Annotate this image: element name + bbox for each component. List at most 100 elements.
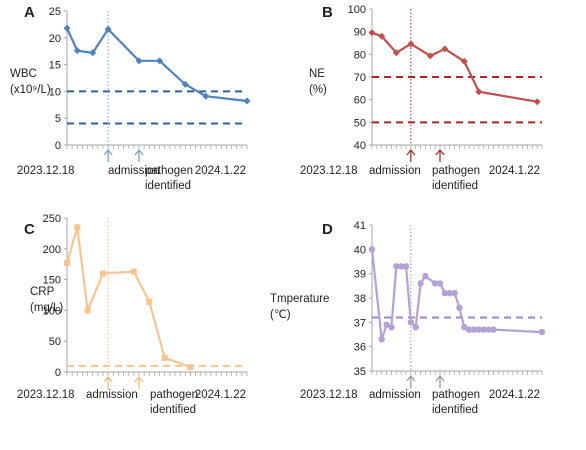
data-point xyxy=(436,280,444,287)
data-point xyxy=(388,324,395,331)
data-point xyxy=(73,47,81,55)
data-point xyxy=(84,307,91,314)
pathogen-label: pathogen xyxy=(145,165,193,177)
y-tick-label: 25 xyxy=(49,6,61,18)
panel-c: C CRP (mg/L) 0 50 100 150 200 250 2023.12.18 2024.… xyxy=(17,213,248,416)
x-end-label: 2024.1.22 xyxy=(489,165,540,177)
y-tick-label: 100 xyxy=(348,4,366,16)
data-point xyxy=(475,326,483,333)
admission-arrow-head xyxy=(406,374,416,382)
data-point xyxy=(461,324,468,331)
panel-letter: B xyxy=(322,4,333,21)
admission-arrow-head xyxy=(103,375,113,383)
y-tick-label: 41 xyxy=(354,220,366,232)
y-tick-label: 50 xyxy=(49,336,61,348)
data-point xyxy=(422,272,429,280)
data-point xyxy=(402,263,410,270)
pathogen-label: identified xyxy=(150,404,196,416)
x-start-label: 2023.12.18 xyxy=(17,389,75,401)
data-point xyxy=(441,45,449,53)
y-tick-label: 80 xyxy=(354,49,366,61)
admission-label: admission xyxy=(369,389,421,401)
y-tick-label: 250 xyxy=(43,213,61,225)
panel-letter: C xyxy=(24,221,35,238)
data-point xyxy=(378,336,385,343)
data-point xyxy=(104,25,112,33)
data-point xyxy=(538,328,546,336)
y-tick-label: 0 xyxy=(55,140,61,152)
data-point xyxy=(533,98,541,106)
data-point xyxy=(368,29,376,37)
data-point xyxy=(383,321,390,328)
data-point xyxy=(407,319,415,326)
data-point xyxy=(470,326,478,333)
pathogen-label: pathogen xyxy=(150,389,198,401)
data-point xyxy=(465,326,473,333)
x-start-label: 2023.12.18 xyxy=(17,165,75,177)
y-axis-label: (%) xyxy=(309,84,327,96)
data-point xyxy=(146,298,153,305)
admission-label: admission xyxy=(86,389,138,401)
panel-letter: D xyxy=(322,221,333,238)
y-tick-label: 39 xyxy=(354,269,366,281)
y-axis-label: CRP xyxy=(30,286,55,298)
pathogen-arrow-head xyxy=(435,374,445,382)
y-tick-label: 35 xyxy=(354,366,366,378)
y-tick-label: 150 xyxy=(43,275,61,287)
x-end-label: 2024.1.22 xyxy=(195,389,246,401)
series-line xyxy=(371,31,538,103)
data-point xyxy=(187,364,194,371)
data-point xyxy=(378,32,386,40)
admission-label: admission xyxy=(369,165,421,177)
panel-a: A WBC (x10⁹/L) 0 5 10 15 20 25 2023.12.18 2024.1.2… xyxy=(10,4,251,192)
data-point xyxy=(156,57,164,65)
data-point xyxy=(130,268,137,275)
data-point xyxy=(446,289,453,297)
data-point xyxy=(181,80,189,88)
admission-arrow-head xyxy=(103,148,113,156)
data-point xyxy=(417,280,424,287)
y-axis-label: Tmperature xyxy=(270,293,329,305)
data-point xyxy=(161,354,168,361)
y-axis-label: (℃) xyxy=(270,309,291,321)
y-tick-label: 40 xyxy=(354,244,366,256)
y-tick-label: 37 xyxy=(354,317,366,329)
data-point xyxy=(485,326,492,333)
y-tick-label: 5 xyxy=(55,113,61,125)
pathogen-label: identified xyxy=(432,404,478,416)
y-axis-label: (mg/L) xyxy=(30,302,63,314)
y-tick-label: 90 xyxy=(354,27,366,39)
pathogen-label: identified xyxy=(145,180,191,192)
data-point xyxy=(100,270,106,277)
data-point xyxy=(441,289,449,297)
y-tick-label: 200 xyxy=(43,244,61,256)
y-tick-label: 15 xyxy=(49,60,61,72)
x-start-label: 2023.12.18 xyxy=(300,165,358,177)
y-axis-label: (x10⁹/L) xyxy=(10,84,51,96)
x-end-label: 2024.1.22 xyxy=(195,165,246,177)
y-tick-label: 70 xyxy=(354,72,366,84)
y-axis-label: WBC xyxy=(10,68,37,80)
data-point xyxy=(456,304,463,311)
data-point xyxy=(243,97,251,105)
data-point xyxy=(89,49,97,57)
data-point xyxy=(407,40,415,48)
admission-label: admission xyxy=(108,165,160,177)
data-point xyxy=(460,57,468,65)
y-tick-label: 38 xyxy=(354,293,366,305)
data-point xyxy=(431,280,439,287)
y-tick-label: 100 xyxy=(43,305,61,317)
y-axis-label: NE xyxy=(309,68,325,80)
x-start-label: 2023.12.18 xyxy=(300,389,358,401)
pathogen-arrow-head xyxy=(435,148,445,156)
panel-b: B NE (%) 40 50 60 70 80 90 100 2023.12.18 2024.1.22… xyxy=(300,4,543,192)
series-line xyxy=(65,226,191,369)
admission-arrow-head xyxy=(406,148,416,156)
pathogen-label: identified xyxy=(432,180,478,192)
y-tick-label: 60 xyxy=(354,95,366,107)
pathogen-arrow-head xyxy=(134,148,144,156)
data-point xyxy=(74,224,81,231)
y-tick-label: 10 xyxy=(49,86,61,98)
data-point xyxy=(451,289,458,297)
